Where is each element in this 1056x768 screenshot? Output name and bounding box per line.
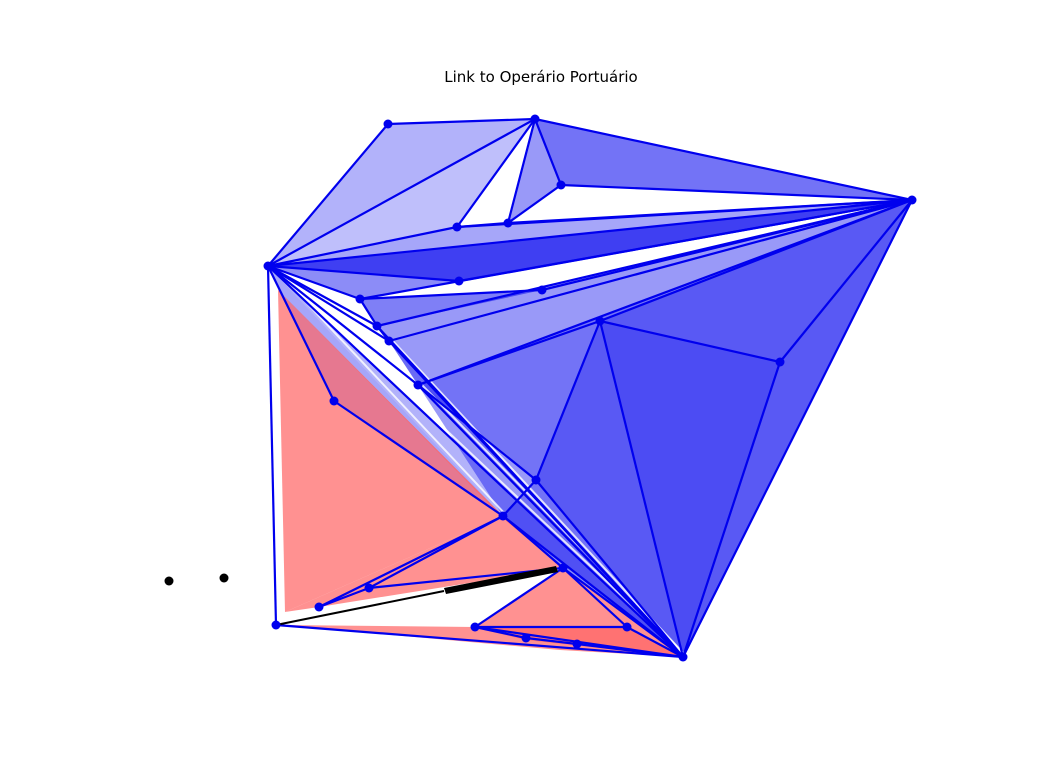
node	[384, 336, 394, 346]
node	[558, 563, 568, 573]
node	[907, 195, 917, 205]
edge	[318, 586, 370, 609]
isolated-node	[219, 573, 229, 583]
edge	[599, 198, 913, 323]
node	[556, 180, 566, 190]
highlight-edge	[271, 265, 688, 658]
triangle-fill	[508, 119, 561, 223]
node	[372, 321, 382, 331]
edge	[388, 198, 913, 343]
edge	[562, 567, 684, 658]
node	[413, 380, 423, 390]
isolated-node	[164, 576, 174, 586]
edge	[417, 384, 537, 481]
node	[521, 633, 531, 643]
edge	[267, 264, 460, 283]
edge	[534, 117, 913, 202]
node	[537, 285, 547, 295]
node	[498, 511, 508, 521]
edge	[267, 265, 684, 658]
edge	[267, 265, 390, 342]
black-link-thin	[275, 590, 445, 626]
edge	[417, 319, 601, 387]
edge	[376, 325, 684, 658]
black-link	[275, 566, 558, 626]
edge	[533, 118, 563, 186]
node	[454, 276, 464, 286]
node	[452, 222, 462, 232]
nodes	[164, 114, 917, 662]
node	[530, 114, 540, 124]
triangle-fill	[268, 200, 912, 299]
black-link-thick	[444, 566, 558, 594]
edge	[387, 117, 536, 126]
edge	[682, 199, 913, 658]
node	[271, 620, 281, 630]
node	[531, 475, 541, 485]
edge	[267, 264, 361, 301]
edge	[267, 118, 536, 267]
figure-title: Link to Operário Portuário	[444, 68, 638, 86]
triangle-fill	[268, 266, 503, 516]
edge	[417, 384, 684, 658]
triangle-fill	[600, 321, 780, 657]
edge	[507, 198, 913, 225]
edge	[506, 118, 537, 224]
edge	[359, 288, 543, 301]
edge	[681, 361, 782, 658]
edge	[376, 198, 913, 328]
edge	[318, 515, 504, 608]
edge	[535, 479, 684, 658]
edge	[507, 184, 562, 224]
node	[364, 583, 374, 593]
edge	[474, 625, 527, 640]
edge	[267, 123, 389, 267]
node	[572, 639, 582, 649]
node	[470, 622, 480, 632]
edge	[456, 118, 536, 228]
edge	[562, 567, 628, 628]
node	[383, 119, 393, 129]
edge	[359, 298, 378, 327]
edge	[267, 265, 335, 402]
node	[595, 316, 605, 326]
edge	[275, 623, 684, 659]
edge	[626, 626, 684, 658]
triangle-fill	[389, 200, 912, 385]
node	[263, 261, 273, 271]
red-fill	[285, 516, 563, 612]
edge	[502, 479, 537, 517]
triangle-fill	[536, 321, 683, 657]
edge	[534, 320, 602, 481]
triangle-fill	[418, 385, 536, 516]
node	[329, 396, 339, 406]
edge	[474, 567, 564, 628]
edge	[779, 199, 913, 363]
edge	[560, 183, 913, 202]
edge	[267, 198, 913, 268]
node	[314, 602, 324, 612]
edge	[599, 319, 781, 364]
edge	[525, 636, 578, 646]
edge	[359, 198, 913, 301]
edge	[266, 265, 278, 626]
node	[355, 294, 365, 304]
triangle-fill	[600, 200, 912, 362]
node	[622, 622, 632, 632]
red-fill	[278, 290, 503, 612]
blue-edges	[266, 117, 913, 659]
edge	[267, 225, 458, 268]
triangle-fill	[418, 321, 600, 480]
triangle-fill	[268, 200, 912, 281]
node	[503, 218, 513, 228]
edge	[333, 400, 504, 517]
edge	[267, 265, 419, 386]
node	[775, 357, 785, 367]
edge	[598, 320, 685, 658]
edge	[368, 515, 504, 589]
node	[678, 652, 688, 662]
edge	[502, 515, 564, 569]
highlight-edge	[421, 384, 688, 658]
